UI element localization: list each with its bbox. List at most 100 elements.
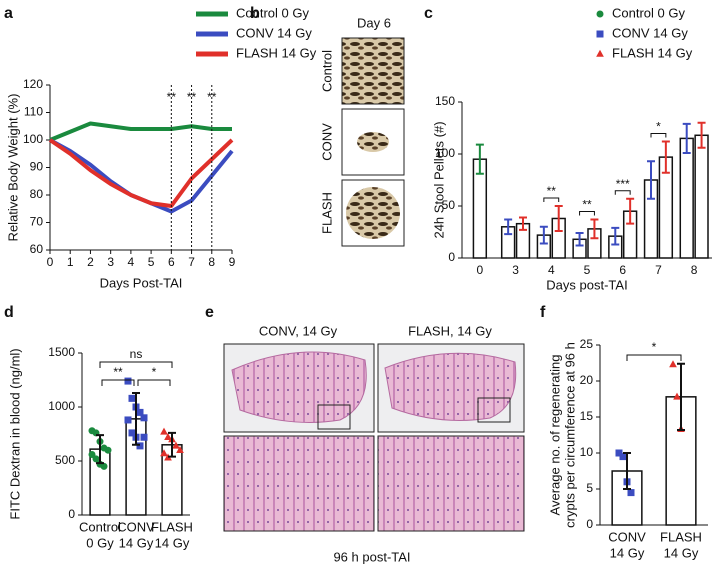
- point: [172, 441, 180, 449]
- x-tick-label: FLASH: [660, 529, 702, 544]
- image-content: [384, 352, 517, 421]
- y-tick-label: 70: [30, 215, 44, 229]
- x-axis-title: Days Post-TAI: [100, 275, 183, 290]
- legend-label: Control 0 Gy: [236, 5, 309, 20]
- x-tick-label: 7: [655, 263, 662, 277]
- x-tick-label: 1: [67, 255, 74, 269]
- point: [160, 449, 168, 457]
- x-tick-label: 14 Gy: [155, 535, 190, 550]
- y-tick-label: 1500: [48, 345, 75, 359]
- y-axis-title: FITC Dextran in blood (ng/ml): [7, 348, 22, 519]
- error-bar: [519, 216, 527, 231]
- legend-swatch: [596, 10, 604, 18]
- point: [92, 455, 100, 463]
- y-tick-label: 120: [23, 77, 43, 91]
- significance-bracket: [614, 190, 631, 195]
- x-tick-label: FLASH: [151, 519, 193, 534]
- y-tick-label: 60: [30, 242, 44, 256]
- y-tick-label: 0: [586, 517, 593, 531]
- x-tick-label: 4: [128, 255, 135, 269]
- column-title: CONV, 14 Gy: [259, 323, 338, 338]
- y-axis-title: 24h Stool Pellets (#): [431, 121, 446, 238]
- y-tick-label: 100: [435, 146, 455, 160]
- image: [341, 37, 405, 105]
- legend-label: FLASH 14 Gy: [236, 45, 317, 60]
- point: [124, 377, 132, 385]
- x-tick-label: CONV: [117, 519, 155, 534]
- y-tick-label: 110: [24, 105, 43, 119]
- error-bar: [647, 160, 655, 200]
- error-bar: [539, 225, 548, 245]
- line: [49, 121, 232, 142]
- point: [176, 446, 184, 453]
- error-bar: [623, 452, 631, 490]
- error-bar: [96, 434, 104, 465]
- legend-label: Control 0 Gy: [612, 5, 685, 20]
- error-bar: [132, 391, 140, 446]
- legend-label: FLASH 14 Gy: [612, 45, 693, 60]
- legend-swatch: [596, 30, 604, 38]
- error-bar: [575, 232, 584, 247]
- error-bar: [590, 218, 599, 240]
- x-tick-label: 0: [477, 263, 484, 277]
- point: [669, 360, 677, 368]
- y-tick-label: 15: [580, 409, 594, 423]
- x-tick-label: 3: [512, 263, 519, 277]
- y-tick-label: 0: [448, 250, 455, 264]
- error-bar: [504, 218, 513, 236]
- zoom-box: [477, 397, 511, 423]
- point: [136, 442, 144, 450]
- x-tick-label: 14 Gy: [664, 545, 699, 560]
- x-tick-label: 5: [584, 263, 591, 277]
- y-tick-label: 10: [580, 445, 594, 459]
- annotation: *: [652, 340, 657, 354]
- x-tick-label: 8: [208, 255, 215, 269]
- point: [164, 433, 172, 441]
- point: [140, 414, 148, 422]
- y-axis-title: Average no. of regenerating: [547, 355, 562, 516]
- error-bar: [697, 121, 706, 149]
- error-bar: [611, 226, 620, 246]
- significance-bracket: [543, 197, 560, 202]
- x-tick-label: 8: [691, 263, 698, 277]
- y-tick-label: 150: [435, 94, 455, 108]
- annotation: **: [207, 90, 217, 104]
- x-tick-label: 7: [188, 255, 195, 269]
- annotation: *: [152, 365, 157, 379]
- panel-letter: d: [4, 304, 14, 321]
- panel-letter: b: [250, 5, 260, 22]
- x-tick-label: 6: [168, 255, 175, 269]
- y-tick-label: 20: [580, 373, 594, 387]
- y-tick-label: 100: [23, 132, 43, 146]
- annotation: **: [547, 184, 557, 198]
- y-tick-label: 80: [30, 187, 44, 201]
- legend-label: CONV 14 Gy: [612, 25, 688, 40]
- row-label: Control: [319, 50, 334, 92]
- point: [140, 433, 148, 441]
- y-tick-label: 25: [580, 337, 594, 351]
- x-tick-label: 5: [148, 255, 155, 269]
- y-tick-label: 90: [30, 160, 44, 174]
- error-bar: [661, 140, 670, 174]
- x-tick-label: 0 Gy: [86, 535, 114, 550]
- point: [128, 429, 136, 437]
- error-bar: [554, 205, 563, 232]
- annotation: ***: [616, 177, 630, 191]
- point: [619, 453, 627, 461]
- y-tick-label: 50: [442, 198, 456, 212]
- x-tick-label: 9: [229, 255, 236, 269]
- significance-bracket: [137, 379, 171, 386]
- bar: [694, 134, 709, 259]
- significance-bracket: [650, 133, 667, 138]
- y-tick-label: 0: [68, 507, 75, 521]
- y-tick-label: 5: [586, 481, 593, 495]
- error-bar: [682, 122, 691, 154]
- y-axis-title: crypts per circumference at 96 h: [562, 342, 577, 528]
- x-tick-label: 3: [107, 255, 114, 269]
- image-title: Day 6: [357, 15, 391, 30]
- error-bar: [475, 143, 484, 175]
- legend-swatch: [596, 49, 604, 57]
- column-title: FLASH, 14 Gy: [408, 323, 492, 338]
- significance-bracket: [99, 361, 173, 368]
